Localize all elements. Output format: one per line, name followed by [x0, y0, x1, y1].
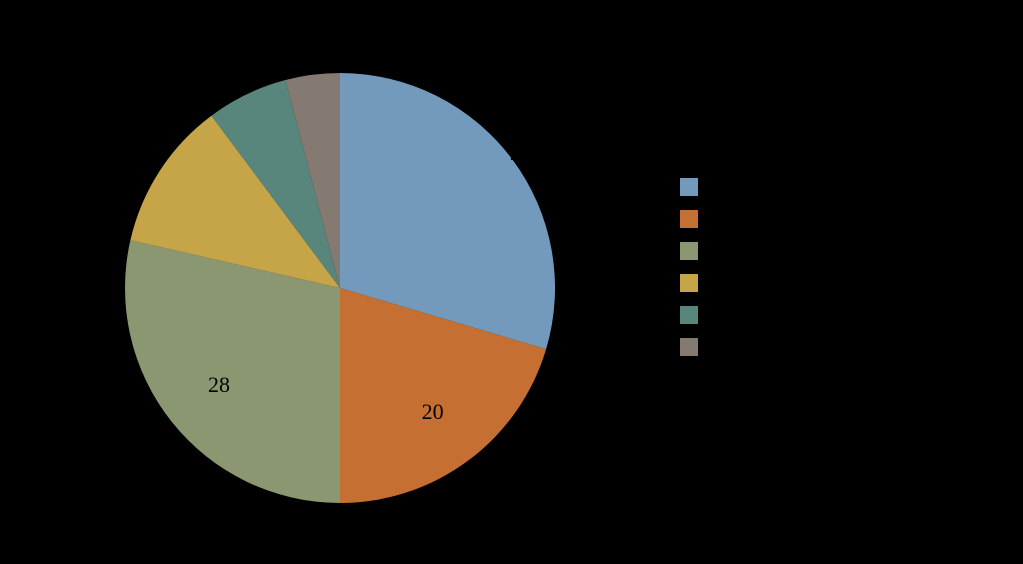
- slice-label-1: 20: [422, 399, 444, 425]
- legend-swatch-1: [680, 210, 698, 228]
- pie-svg: [125, 73, 555, 503]
- slice-label-4: 6: [232, 62, 243, 88]
- legend-item-4: [680, 306, 708, 324]
- legend: [680, 178, 708, 356]
- legend-swatch-4: [680, 306, 698, 324]
- legend-item-3: [680, 274, 708, 292]
- slice-label-3: 11: [131, 146, 152, 172]
- legend-item-2: [680, 242, 708, 260]
- slice-label-5: 4: [304, 36, 315, 62]
- slice-label-2: 28: [208, 372, 230, 398]
- legend-swatch-2: [680, 242, 698, 260]
- legend-item-1: [680, 210, 708, 228]
- legend-item-5: [680, 338, 708, 356]
- chart-stage: 29 20 28 11 6 4: [0, 0, 1023, 564]
- legend-swatch-3: [680, 274, 698, 292]
- slice-label-0: 29: [510, 140, 532, 166]
- legend-swatch-0: [680, 178, 698, 196]
- pie-chart: [125, 73, 555, 508]
- legend-swatch-5: [680, 338, 698, 356]
- legend-item-0: [680, 178, 708, 196]
